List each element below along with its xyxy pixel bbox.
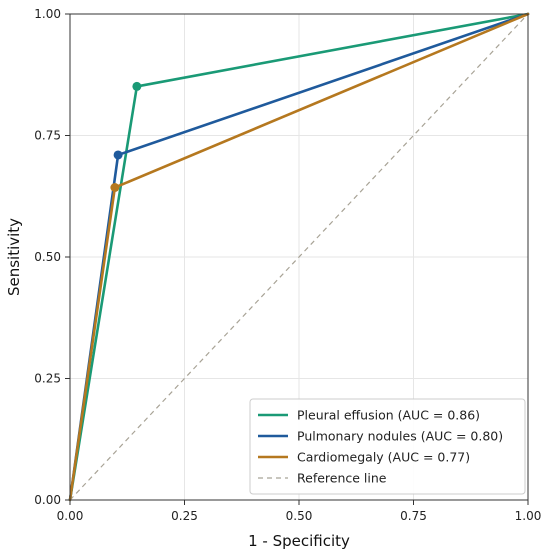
operating-point-series-0	[132, 81, 142, 91]
operating-point-series-2	[110, 183, 120, 193]
x-tick-label: 1.00	[515, 509, 542, 523]
y-tick-label: 0.25	[34, 372, 61, 386]
x-tick-label: 0.00	[57, 509, 84, 523]
y-tick-label: 0.00	[34, 493, 61, 507]
legend-label-0: Pleural effusion (AUC = 0.86)	[297, 408, 480, 423]
x-tick-label: 0.75	[400, 509, 427, 523]
legend: Pleural effusion (AUC = 0.86) Pulmonary n…	[249, 398, 526, 495]
y-tick-label: 0.75	[34, 129, 61, 143]
legend-box	[249, 398, 526, 495]
legend-label-2: Cardiomegaly (AUC = 0.77)	[297, 450, 470, 465]
legend-label-1: Pulmonary nodules (AUC = 0.80)	[297, 429, 503, 444]
x-axis-label: 1 - Specificity	[248, 532, 350, 550]
operating-point-series-1	[113, 150, 123, 160]
x-tick-label: 0.50	[286, 509, 313, 523]
y-tick-label: 0.50	[34, 250, 61, 264]
series-layer	[68, 12, 530, 502]
axis-ticks: 0.00 0.25 0.50 0.75 1.00 0.00 0.25 0.50 0.75 1.00	[34, 7, 541, 523]
x-tick-label: 0.25	[171, 509, 198, 523]
y-tick-label: 1.00	[34, 7, 61, 21]
reference-line	[69, 13, 529, 501]
legend-label-ref: Reference line	[297, 471, 387, 486]
reference-line-layer	[69, 13, 529, 501]
y-axis-label: Sensitivity	[5, 218, 23, 296]
